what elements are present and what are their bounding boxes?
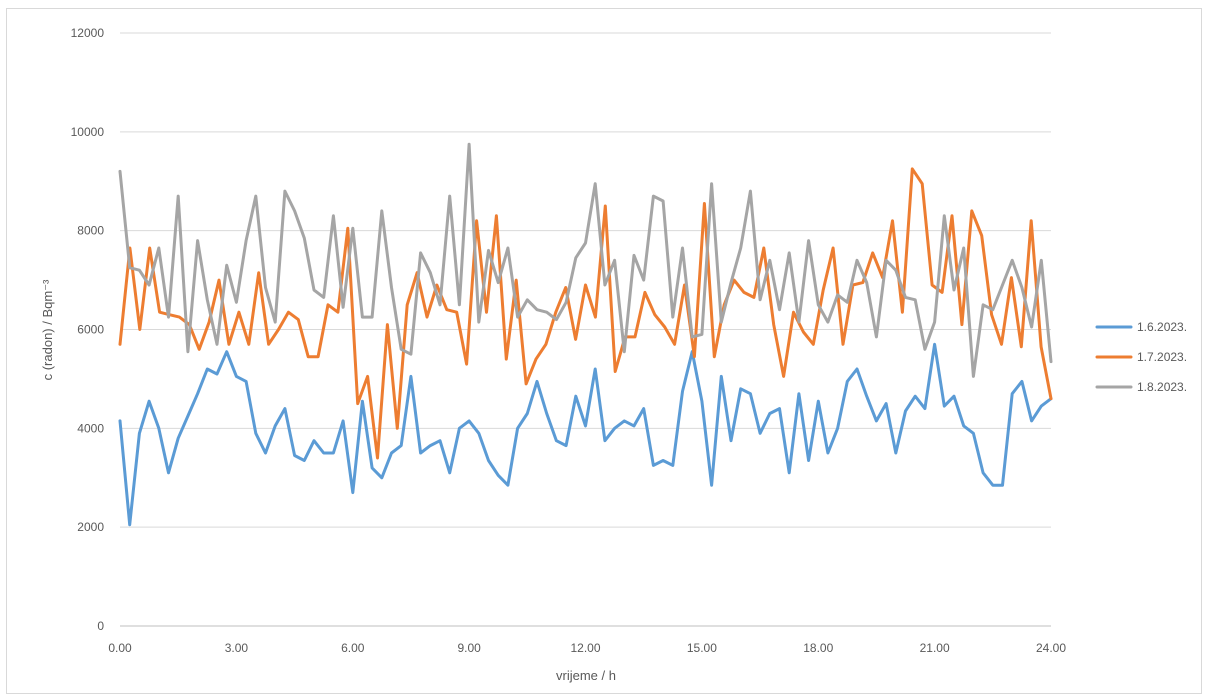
y-tick-labels: 0 2000 4000 6000 8000 10000 12000 [71,26,105,633]
y-tick-label: 6000 [77,323,104,337]
y-tick-label: 4000 [77,421,104,435]
y-tick-label: 0 [97,619,104,633]
legend-label: 1.7.2023. [1137,350,1187,364]
series-line-2 [118,167,1053,460]
x-tick-label: 12.00 [570,641,600,655]
x-tick-label: 21.00 [920,641,950,655]
x-tick-label: 15.00 [687,641,717,655]
x-tick-label: 18.00 [803,641,833,655]
x-tick-label: 9.00 [457,641,481,655]
legend: 1.6.2023. 1.7.2023. 1.8.2023. [1095,320,1187,394]
x-tick-label: 0.00 [108,641,132,655]
y-axis-title: c (radon) / Bqm⁻³ [40,279,55,380]
legend-label: 1.8.2023. [1137,380,1187,394]
series-lines [118,142,1053,527]
x-tick-label: 3.00 [225,641,249,655]
x-tick-label: 6.00 [341,641,365,655]
chart-frame [6,8,1202,694]
x-axis-title: vrijeme / h [556,668,616,683]
gridlines [120,32,1051,627]
legend-label: 1.6.2023. [1137,320,1187,334]
y-tick-label: 8000 [77,224,104,238]
y-tick-label: 10000 [71,125,105,139]
x-tick-label: 24.00 [1036,641,1066,655]
x-tick-labels: 0.00 3.00 6.00 9.00 12.00 15.00 18.00 21.00 24.0… [108,641,1066,655]
series-line-1 [118,342,1053,527]
series-line-3 [118,142,1053,378]
y-tick-label: 12000 [71,26,105,40]
y-tick-label: 2000 [77,520,104,534]
